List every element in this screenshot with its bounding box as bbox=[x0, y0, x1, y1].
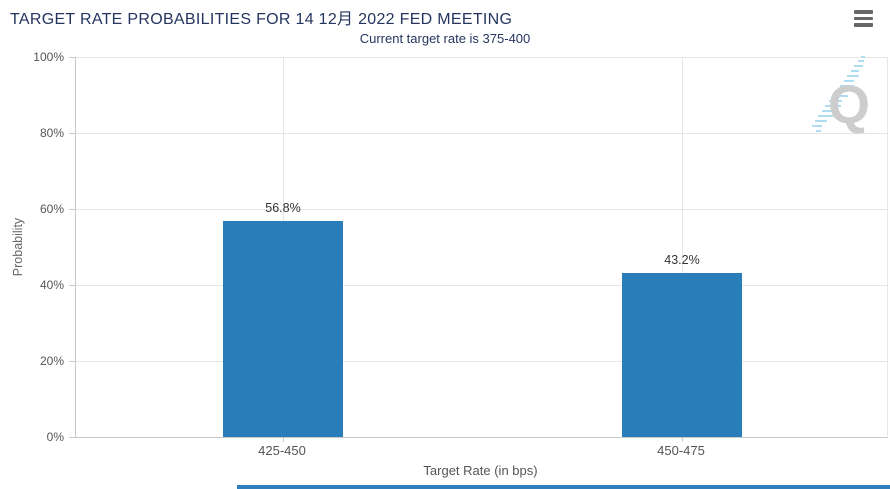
x-tick bbox=[283, 437, 284, 442]
gridline bbox=[76, 285, 887, 286]
y-tick bbox=[69, 285, 75, 286]
y-tick-label: 20% bbox=[39, 354, 64, 368]
gridline bbox=[682, 57, 683, 437]
bar-value-label: 56.8% bbox=[265, 201, 301, 216]
y-tick-label: 80% bbox=[39, 126, 64, 140]
y-tick-label: 0% bbox=[46, 430, 64, 444]
x-category-label: 425-450 bbox=[258, 443, 306, 458]
chart-title: TARGET RATE PROBABILITIES FOR 14 12月 202… bbox=[10, 11, 513, 28]
x-tick bbox=[682, 437, 683, 442]
plot-area: 100% 80% 60% 40% 20% 0% 56.8% 43.2% bbox=[33, 50, 888, 444]
chart-subtitle: Current target rate is 375-400 bbox=[359, 31, 531, 46]
probability-bar-450-475[interactable] bbox=[622, 272, 742, 437]
y-tick bbox=[69, 437, 75, 438]
y-tick-label: 60% bbox=[39, 202, 64, 216]
probability-bar-425-450[interactable] bbox=[223, 221, 343, 437]
gridline bbox=[76, 209, 887, 210]
menu-bar bbox=[854, 23, 873, 27]
y-tick-label: 100% bbox=[33, 50, 64, 64]
x-axis-title: Target Rate (in bps) bbox=[423, 463, 538, 478]
gridline bbox=[76, 57, 887, 58]
gridline bbox=[76, 133, 887, 134]
horizontal-scrollbar-thumb[interactable] bbox=[237, 485, 890, 489]
y-tick bbox=[69, 57, 75, 58]
watermark-letter: Q bbox=[828, 75, 870, 135]
y-tick bbox=[69, 133, 75, 134]
x-category-label: 450-475 bbox=[657, 443, 705, 458]
bar-value-label: 43.2% bbox=[664, 252, 700, 267]
menu-bar bbox=[854, 10, 873, 14]
gridline bbox=[76, 361, 887, 362]
hamburger-menu-icon[interactable] bbox=[854, 10, 873, 28]
q-logo-watermark: Q bbox=[812, 56, 870, 135]
y-tick-label: 40% bbox=[39, 278, 64, 292]
y-tick bbox=[69, 361, 75, 362]
menu-bar bbox=[854, 16, 873, 20]
y-tick bbox=[69, 209, 75, 210]
y-axis-title: Probability bbox=[11, 217, 25, 277]
